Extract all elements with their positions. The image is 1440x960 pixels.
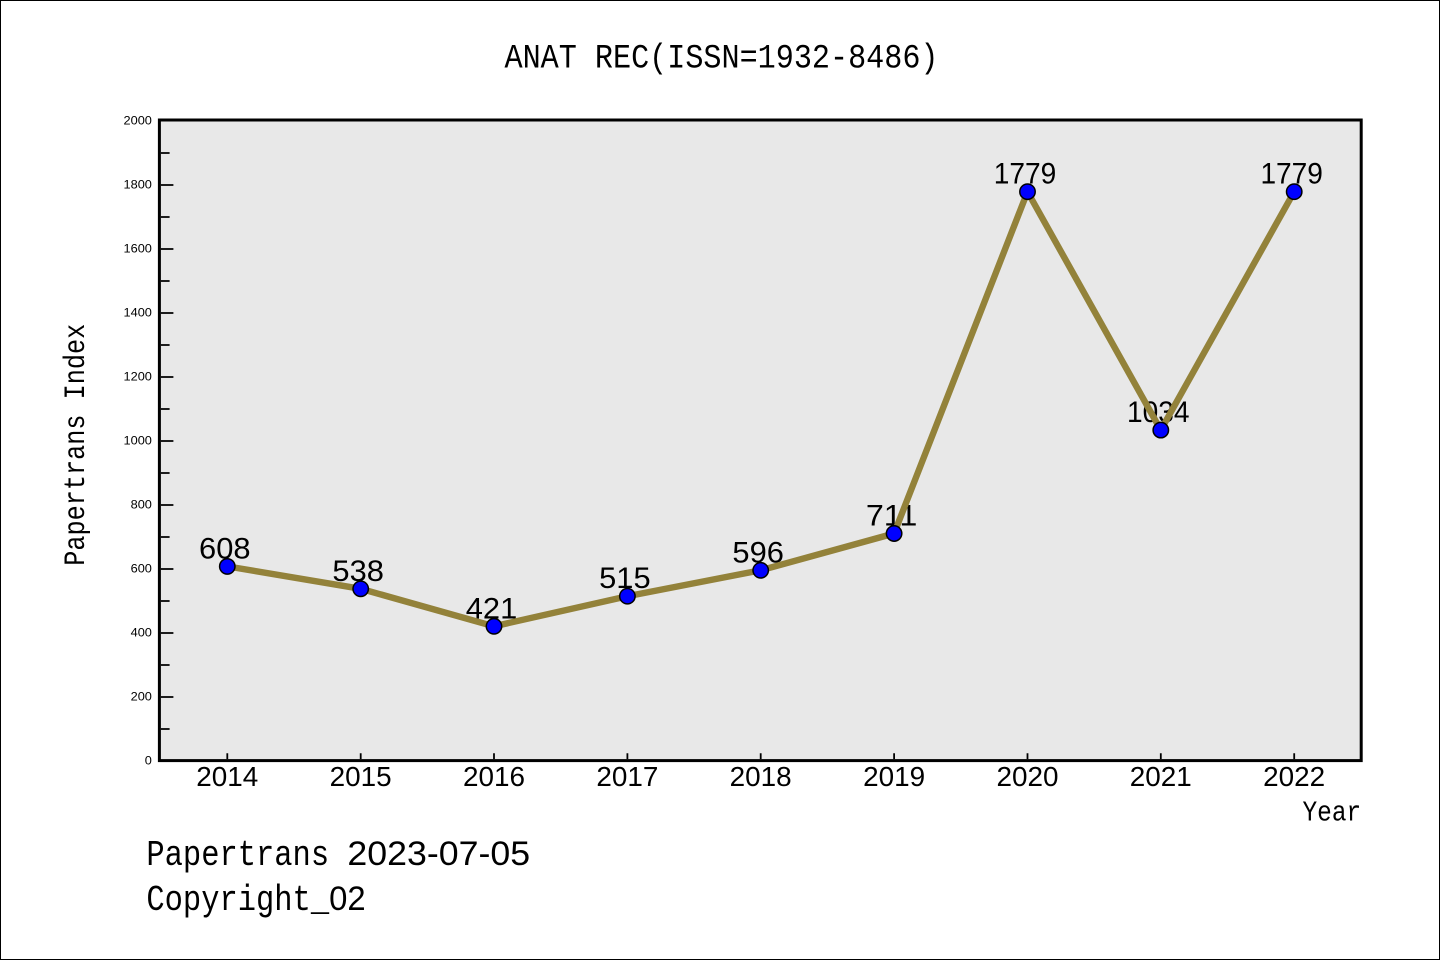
svg-text:02: 02 [329, 880, 366, 918]
svg-text:800: 800 [131, 500, 152, 512]
svg-text:2021: 2021 [1130, 761, 1192, 792]
svg-text:2018: 2018 [730, 761, 792, 792]
svg-text:1000: 1000 [124, 436, 152, 448]
svg-text:Papertrans: Papertrans [146, 835, 329, 876]
svg-text:Year: Year [1303, 797, 1362, 830]
svg-text:2019: 2019 [863, 761, 925, 792]
svg-text:2020: 2020 [997, 761, 1059, 792]
svg-text:Copyright_: Copyright_ [146, 880, 329, 921]
svg-text:2023-07-05: 2023-07-05 [347, 835, 530, 873]
svg-text:1600: 1600 [124, 244, 152, 256]
svg-text:600: 600 [131, 564, 152, 576]
svg-text:2014: 2014 [196, 761, 258, 792]
svg-text:ANAT REC(ISSN=1932-8486): ANAT REC(ISSN=1932-8486) [505, 41, 939, 79]
svg-text:Papertrans Index: Papertrans Index [60, 324, 94, 566]
svg-text:0: 0 [145, 756, 152, 768]
svg-text:2015: 2015 [330, 761, 392, 792]
svg-text:1200: 1200 [124, 372, 152, 384]
svg-text:1400: 1400 [124, 308, 152, 320]
svg-text:2016: 2016 [463, 761, 525, 792]
svg-text:200: 200 [131, 692, 152, 704]
svg-text:2000: 2000 [124, 116, 152, 128]
svg-text:2017: 2017 [596, 761, 658, 792]
svg-text:1800: 1800 [124, 180, 152, 192]
svg-text:2022: 2022 [1263, 761, 1325, 792]
svg-text:400: 400 [131, 628, 152, 640]
